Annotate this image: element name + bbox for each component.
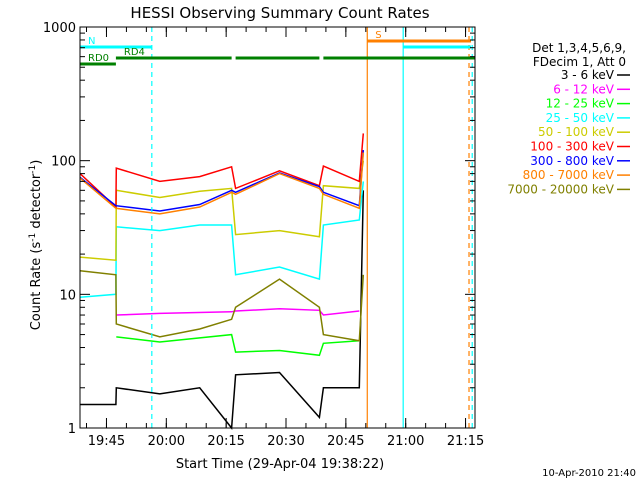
- legend-label-3: 25 - 50 keV: [546, 111, 615, 125]
- legend-header-0: Det 1,3,4,5,6,9,: [532, 41, 626, 55]
- status-bar-label-3: S: [375, 30, 381, 41]
- legend-label-8: 7000 - 20000 keV: [507, 182, 614, 196]
- x-tick-label-3: 20:30: [267, 434, 304, 449]
- x-tick-label-0: 19:45: [88, 434, 125, 449]
- y-tick-label-1: 10: [59, 288, 76, 303]
- legend-label-2: 12 - 25 keV: [546, 97, 615, 111]
- series-line-7: [79, 152, 365, 215]
- status-bar-label-1: RD0: [88, 53, 109, 64]
- plot-area: N RD0 RD4 S: [79, 27, 475, 430]
- series-line-3: [79, 181, 365, 299]
- x-tick-label-4: 20:45: [327, 434, 364, 449]
- chart-title: HESSI Observing Summary Count Rates: [130, 4, 429, 22]
- x-tick-label-1: 20:00: [148, 434, 185, 449]
- legend-label-5: 100 - 300 keV: [530, 140, 614, 154]
- series-line-6: [79, 150, 365, 212]
- legend-label-0: 3 - 6 keV: [561, 68, 615, 82]
- x-tick-label-2: 20:15: [207, 434, 244, 449]
- timestamp: 10-Apr-2010 21:40: [542, 468, 636, 479]
- series-line-1: [116, 308, 360, 316]
- legend-header-1: FDecim 1, Att 0: [533, 55, 626, 69]
- series-line-5: [79, 133, 365, 209]
- axes: 1 10 100 1000 19:45 20:00 20:15 20:30 20:45 21:00…: [43, 21, 484, 449]
- y-tick-label-0: 1: [68, 422, 76, 437]
- y-axis-label: Count Rate (s-1 detector-1): [28, 160, 44, 331]
- status-bar-label-2: RD4: [124, 47, 145, 58]
- x-tick-label-5: 21:00: [387, 434, 424, 449]
- series-line-8: [79, 270, 365, 342]
- status-bar-label-0: N: [88, 36, 95, 47]
- y-tick-label-2: 100: [51, 155, 76, 170]
- legend-label-4: 50 - 100 keV: [538, 125, 615, 139]
- legend-label-1: 6 - 12 keV: [553, 82, 615, 96]
- legend: Det 1,3,4,5,6,9,FDecim 1, Att 03 - 6 keV…: [507, 41, 630, 196]
- y-tick-label-3: 1000: [43, 21, 76, 36]
- series-line-0: [80, 190, 365, 430]
- plot-frame: [79, 26, 476, 429]
- x-tick-label-6: 21:15: [447, 434, 484, 449]
- legend-label-6: 300 - 800 keV: [530, 154, 614, 168]
- series-line-2: [116, 333, 360, 357]
- x-axis-label: Start Time (29-Apr-04 19:38:22): [176, 457, 384, 472]
- legend-label-7: 800 - 7000 keV: [523, 168, 615, 182]
